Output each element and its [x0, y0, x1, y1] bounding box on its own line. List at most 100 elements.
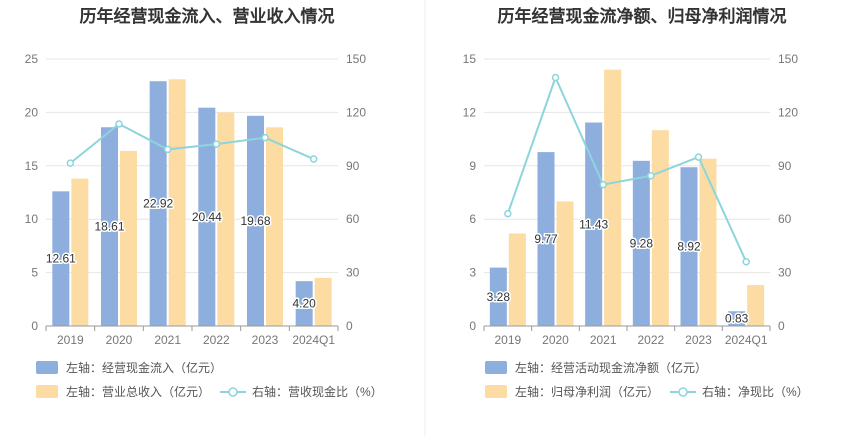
- bar-data-label: 20.44: [192, 210, 222, 224]
- right-axis-tick-label: 150: [778, 52, 798, 66]
- bar-data-label: 0.83: [725, 312, 749, 326]
- line-point: [163, 145, 172, 154]
- left-axis-tick-label: 12: [463, 105, 477, 119]
- left-axis-tick-label: 10: [25, 212, 39, 226]
- right-axis-tick-label: 120: [778, 105, 798, 119]
- legend-swatch: [485, 361, 507, 374]
- bar-data-label: 3.28: [487, 290, 511, 304]
- left-axis-tick-label: 6: [469, 212, 476, 226]
- legend-line-marker: [228, 387, 238, 397]
- bar-secondary: [71, 178, 89, 326]
- x-axis-tick-label: 2024Q1: [725, 333, 768, 347]
- legend-label: 右轴：净现比（%）: [702, 384, 809, 399]
- left-axis-tick-label: 25: [25, 52, 39, 66]
- right-axis-tick-label: 120: [346, 105, 366, 119]
- x-axis-tick-label: 2019: [494, 333, 521, 347]
- left-axis-tick-label: 15: [25, 159, 39, 173]
- chart-1: 历年经营现金流入、营业收入情况 0 5 10 15 20 25 0 30 60 90 120 150 20…: [25, 6, 383, 399]
- bar-secondary: [217, 112, 235, 327]
- chart-title: 历年经营现金流净额、归母净利润情况: [498, 6, 787, 26]
- line-point: [212, 140, 221, 148]
- bar-primary: [728, 311, 746, 326]
- line-point: [261, 133, 269, 142]
- series-line: [506, 74, 748, 263]
- bar-secondary: [699, 158, 717, 326]
- bar-primary: [489, 267, 507, 326]
- line-point: [115, 120, 123, 128]
- bar-data-label: 22.92: [143, 197, 173, 211]
- line-point: [694, 153, 703, 161]
- legend-label: 左轴：归母净利润（亿元）: [515, 384, 659, 399]
- right-axis-tick-label: 0: [346, 319, 353, 333]
- bar-primary: [632, 160, 650, 326]
- legend-label: 左轴：经营现金流入（亿元）: [66, 360, 222, 375]
- bar-data-label: 19.68: [240, 214, 270, 228]
- chart-2: 历年经营现金流净额、归母净利润情况03691215030609012015020…: [463, 6, 809, 399]
- bar-secondary: [168, 79, 186, 327]
- bar-primary: [101, 127, 118, 326]
- x-axis-tick-label: 2024Q1: [292, 333, 335, 347]
- bar-primary: [295, 281, 313, 326]
- bar-secondary: [556, 201, 574, 326]
- legend-line-marker: [678, 387, 688, 397]
- bar-primary: [680, 167, 698, 326]
- legend-swatch: [36, 361, 58, 374]
- bar-data-label: 9.28: [630, 236, 654, 250]
- bar-secondary: [747, 285, 765, 326]
- bar-data-label: 12.61: [46, 252, 76, 266]
- bar-data-label: 9.77: [534, 232, 558, 246]
- left-axis-tick-label: 5: [31, 266, 38, 280]
- bar-data-label: 8.92: [677, 240, 701, 254]
- line-point: [551, 73, 560, 82]
- chart-title: 历年经营现金流入、营业收入情况: [80, 6, 335, 26]
- bar-secondary: [120, 150, 137, 326]
- legend-label: 左轴：经营活动现金流净额（亿元）: [515, 360, 707, 375]
- right-axis-tick-label: 90: [778, 159, 792, 173]
- left-axis-tick-label: 20: [25, 105, 39, 119]
- bar-primary: [537, 152, 555, 326]
- left-axis-tick-label: 0: [469, 319, 476, 333]
- x-axis-tick-label: 2020: [106, 333, 133, 347]
- legend-label: 右轴：营收现金比（%）: [252, 384, 383, 399]
- bar-secondary: [604, 69, 622, 327]
- x-axis-tick-label: 2021: [154, 333, 181, 347]
- left-axis-tick-label: 3: [469, 266, 476, 280]
- series-line: [69, 122, 315, 164]
- bar-secondary: [266, 127, 283, 327]
- legend-label: 左轴：营业总收入（亿元）: [66, 384, 210, 399]
- right-axis-tick-label: 30: [778, 266, 792, 280]
- x-axis-tick-label: 2022: [203, 333, 230, 347]
- bar-primary: [198, 107, 216, 326]
- left-axis-tick-label: 9: [469, 159, 476, 173]
- bar-primary: [52, 191, 70, 326]
- right-axis-tick-label: 150: [346, 52, 366, 66]
- line-point: [647, 172, 655, 180]
- x-axis-tick-label: 2019: [57, 333, 84, 347]
- bar-secondary: [651, 130, 669, 326]
- x-axis-tick-label: 2021: [590, 333, 617, 347]
- right-axis-tick-label: 60: [778, 212, 792, 226]
- left-axis-tick-label: 15: [463, 52, 477, 66]
- x-axis-tick-label: 2023: [252, 333, 279, 347]
- legend-swatch: [485, 385, 507, 398]
- x-axis-tick-label: 2023: [685, 333, 712, 347]
- line-point: [742, 257, 750, 266]
- bar-data-label: 11.43: [579, 217, 608, 231]
- x-axis-tick-label: 2022: [637, 333, 664, 347]
- line-point: [599, 180, 607, 189]
- right-axis-tick-label: 0: [778, 319, 785, 333]
- bar-data-label: 18.61: [94, 220, 124, 234]
- line-point: [504, 209, 512, 218]
- line-point: [66, 159, 75, 167]
- legend-swatch: [36, 385, 58, 398]
- line-point: [309, 155, 318, 163]
- x-axis-tick-label: 2020: [542, 333, 569, 347]
- bar-secondary: [508, 233, 526, 326]
- bar-secondary: [314, 277, 332, 326]
- bar-primary: [247, 115, 264, 326]
- right-axis-tick-label: 90: [346, 159, 360, 173]
- bar-data-label: 4.20: [292, 297, 316, 311]
- right-axis-tick-label: 60: [346, 212, 360, 226]
